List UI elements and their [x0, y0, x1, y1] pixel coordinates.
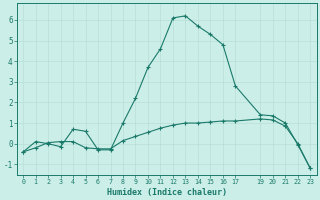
X-axis label: Humidex (Indice chaleur): Humidex (Indice chaleur): [107, 188, 227, 197]
